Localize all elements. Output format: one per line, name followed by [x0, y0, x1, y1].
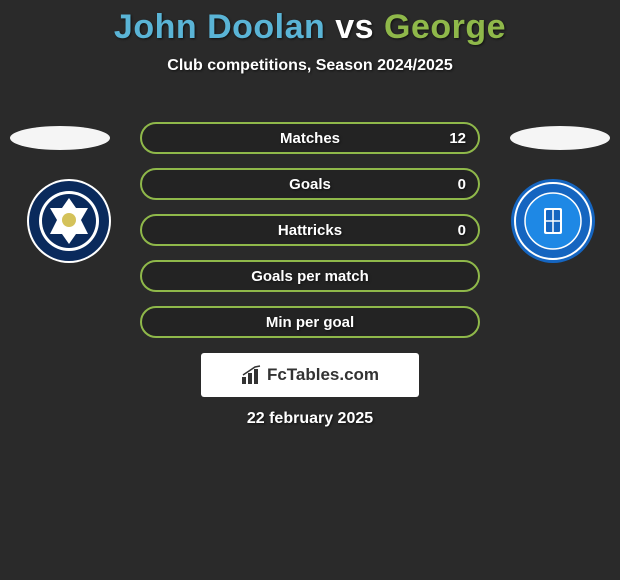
date-text: 22 february 2025	[0, 410, 620, 428]
stat-label: Goals per match	[251, 268, 369, 285]
player1-name: John Doolan	[114, 8, 325, 46]
brand-text: FcTables.com	[267, 365, 379, 385]
stat-label: Hattricks	[278, 222, 342, 239]
page-title: John Doolan vs George	[0, 0, 620, 47]
subtitle: Club competitions, Season 2024/2025	[0, 57, 620, 75]
stat-row-hattricks: Hattricks 0	[140, 214, 480, 246]
stat-value-right: 0	[458, 222, 466, 239]
vs-text: vs	[335, 8, 374, 46]
player1-avatar	[10, 126, 110, 150]
stat-value-right: 12	[449, 130, 466, 147]
rochdale-badge-icon	[26, 178, 112, 264]
stat-row-matches: Matches 12	[140, 122, 480, 154]
stat-row-goals: Goals 0	[140, 168, 480, 200]
brand-box: FcTables.com	[201, 353, 419, 397]
stat-row-goals-per-match: Goals per match	[140, 260, 480, 292]
club-badge-right	[510, 178, 596, 264]
stat-row-min-per-goal: Min per goal	[140, 306, 480, 338]
stat-label: Goals	[289, 176, 331, 193]
halifax-badge-icon	[510, 178, 596, 264]
player2-name: George	[384, 8, 506, 46]
player2-avatar	[510, 126, 610, 150]
chart-icon	[241, 365, 263, 385]
stat-label: Matches	[280, 130, 340, 147]
club-badge-left	[26, 178, 112, 264]
stat-value-right: 0	[458, 176, 466, 193]
stat-label: Min per goal	[266, 314, 354, 331]
stats-container: Matches 12 Goals 0 Hattricks 0 Goals per…	[140, 122, 480, 352]
